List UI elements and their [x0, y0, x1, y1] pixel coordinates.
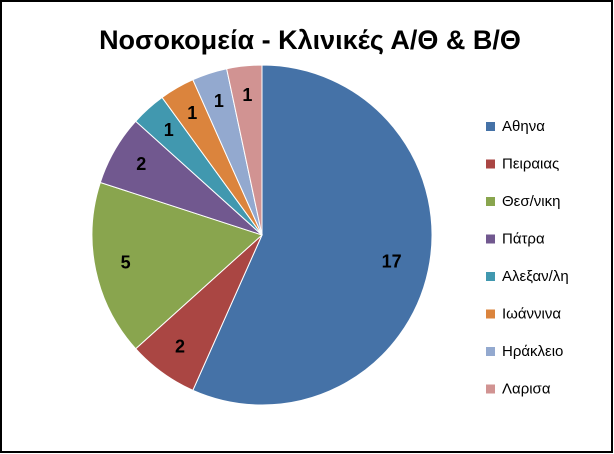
- data-label: 1: [187, 103, 197, 123]
- data-label: 2: [175, 337, 185, 357]
- legend-swatch: [486, 272, 495, 281]
- legend-swatch: [486, 159, 495, 169]
- legend-label: Πειραιας: [502, 155, 559, 172]
- data-label: 17: [382, 251, 402, 271]
- data-label: 2: [136, 154, 146, 174]
- legend-label: Αλεξαν/λη: [502, 268, 569, 285]
- legend-swatch: [486, 234, 495, 244]
- legend-swatch: [486, 122, 495, 131]
- data-label: 5: [121, 253, 131, 273]
- legend-label: Ιωάννινα: [502, 305, 561, 322]
- chart-title: Νοσοκομεία - Κλινικές Α/Θ & Β/Θ: [99, 25, 521, 55]
- legend-swatch: [486, 384, 495, 394]
- legend-swatch: [486, 347, 495, 356]
- legend-swatch: [486, 197, 495, 206]
- legend-label: Λαρισα: [502, 380, 551, 397]
- pie-slice: [91, 181, 263, 350]
- data-label: 1: [214, 91, 224, 111]
- legend-swatch: [486, 309, 495, 319]
- legend-label: Ηράκλειο: [502, 343, 563, 360]
- legend-label: Πάτρα: [502, 230, 545, 247]
- data-label: 1: [164, 120, 174, 140]
- legend-label: Αθηνα: [502, 118, 545, 135]
- pie-slice: [192, 64, 433, 406]
- pie-slice: [226, 64, 263, 236]
- legend-label: Θεσ/νικη: [502, 193, 560, 210]
- data-label: 1: [242, 85, 252, 105]
